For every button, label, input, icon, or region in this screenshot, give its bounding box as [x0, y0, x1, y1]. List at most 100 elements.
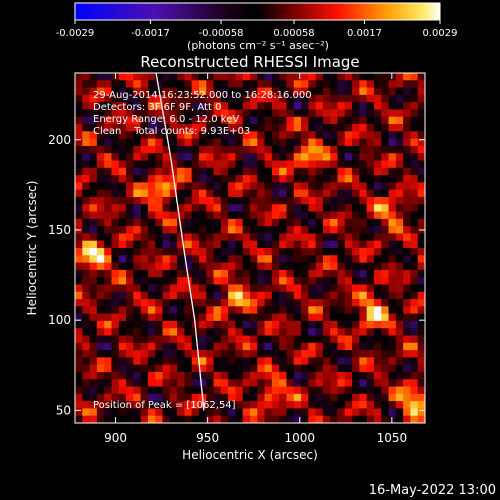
- heatmap-cell: [220, 73, 229, 81]
- heatmap-cell: [315, 80, 324, 88]
- heatmap-cell: [366, 196, 375, 205]
- heatmap-cell: [359, 291, 368, 300]
- heatmap-cell: [373, 226, 382, 234]
- heatmap-cell: [155, 291, 163, 300]
- heatmap-cell: [155, 269, 163, 278]
- heatmap-cell: [279, 269, 287, 278]
- heatmap-cell: [250, 415, 258, 423]
- heatmap-cell: [271, 328, 280, 336]
- heatmap-cell: [169, 284, 178, 293]
- heatmap-cell: [264, 182, 273, 191]
- heatmap-cell: [191, 269, 200, 278]
- heatmap-cell: [330, 138, 338, 147]
- heatmap-cell: [293, 138, 302, 147]
- heatmap-cell: [271, 313, 280, 322]
- heatmap-cell: [184, 386, 193, 395]
- heatmap-cell: [96, 277, 105, 285]
- heatmap-cell: [118, 102, 127, 110]
- heatmap-cell: [177, 255, 185, 263]
- heatmap-cell: [184, 371, 193, 380]
- heatmap-cell: [111, 262, 120, 271]
- heatmap-cell: [82, 175, 90, 183]
- heatmap-cell: [344, 145, 353, 154]
- heatmap-cell: [301, 87, 309, 96]
- heatmap-cell: [162, 204, 171, 212]
- heatmap-cell: [373, 342, 382, 351]
- heatmap-cell: [235, 408, 244, 417]
- heatmap-cell: [162, 240, 171, 249]
- heatmap-cell: [344, 226, 353, 234]
- heatmap-cell: [96, 189, 105, 198]
- heatmap-cell: [410, 87, 419, 96]
- heatmap-cell: [403, 153, 411, 161]
- heatmap-cell: [293, 211, 302, 220]
- heatmap-cell: [417, 182, 425, 191]
- heatmap-cell: [177, 291, 185, 300]
- heatmap-cell: [206, 196, 214, 205]
- heatmap-cell: [286, 350, 295, 358]
- heatmap-cell: [271, 109, 280, 118]
- heatmap-cell: [337, 87, 346, 96]
- heatmap-cell: [322, 306, 331, 315]
- heatmap-cell: [308, 401, 317, 409]
- heatmap-cell: [111, 328, 120, 336]
- heatmap-cell: [140, 211, 149, 220]
- heatmap-cell: [140, 124, 149, 132]
- heatmap-cell: [381, 145, 389, 154]
- heatmap-cell: [417, 109, 425, 118]
- heatmap-cell: [177, 73, 185, 81]
- heatmap-cell: [96, 350, 105, 358]
- heatmap-cell: [388, 240, 397, 249]
- heatmap-cell: [206, 233, 214, 242]
- heatmap-cell: [206, 124, 214, 132]
- heatmap-cell: [184, 94, 193, 103]
- heatmap-cell: [96, 255, 105, 263]
- heatmap-cell: [75, 269, 83, 278]
- heatmap-cell: [388, 196, 397, 205]
- y-tick-label: 200: [48, 133, 71, 147]
- heatmap-cell: [344, 138, 353, 147]
- heatmap-cell: [111, 175, 120, 183]
- heatmap-cell: [330, 269, 338, 278]
- heatmap-cell: [242, 145, 251, 154]
- heatmap-cell: [104, 401, 112, 409]
- heatmap-cell: [198, 415, 207, 423]
- heatmap-cell: [395, 160, 404, 169]
- heatmap-cell: [279, 291, 287, 300]
- heatmap-cell: [417, 189, 425, 198]
- heatmap-cell: [228, 204, 236, 212]
- heatmap-cell: [352, 342, 360, 351]
- heatmap-cell: [235, 269, 244, 278]
- heatmap-cell: [162, 386, 171, 395]
- heatmap-cell: [271, 145, 280, 154]
- heatmap-cell: [271, 262, 280, 271]
- heatmap-cell: [381, 357, 389, 366]
- heatmap-cell: [344, 350, 353, 358]
- heatmap-cell: [82, 328, 90, 336]
- heatmap-cell: [286, 182, 295, 191]
- heatmap-cell: [242, 328, 251, 336]
- x-axis-label: Heliocentric X (arcsec): [182, 448, 318, 462]
- heatmap-cell: [250, 306, 258, 315]
- heatmap-cell: [140, 371, 149, 380]
- heatmap-cell: [417, 313, 425, 322]
- heatmap-cell: [147, 102, 156, 110]
- heatmap-cell: [96, 73, 105, 81]
- heatmap-cell: [228, 87, 236, 96]
- heatmap-cell: [82, 87, 90, 96]
- heatmap-cell: [271, 393, 280, 402]
- heatmap-cell: [257, 116, 265, 125]
- heatmap-cell: [220, 255, 229, 263]
- heatmap-cell: [89, 408, 98, 417]
- heatmap-cell: [279, 357, 287, 366]
- heatmap-cell: [169, 342, 178, 351]
- heatmap-cell: [388, 284, 397, 293]
- heatmap-cell: [308, 350, 317, 358]
- heatmap-cell: [89, 160, 98, 169]
- heatmap-cell: [315, 145, 324, 154]
- heatmap-cell: [206, 408, 214, 417]
- heatmap-cell: [169, 196, 178, 205]
- heatmap-cell: [301, 408, 309, 417]
- heatmap-cell: [220, 87, 229, 96]
- heatmap-cell: [82, 255, 90, 263]
